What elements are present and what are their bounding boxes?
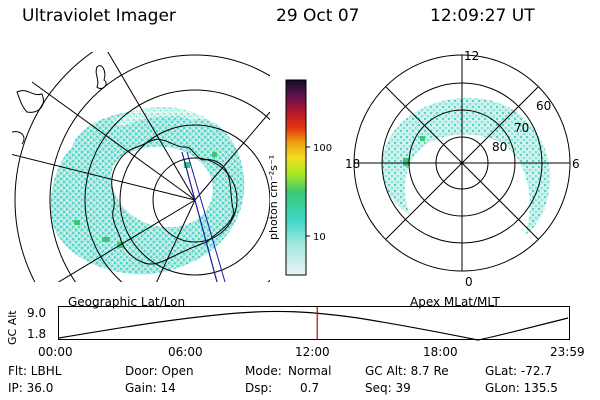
filter-label: Flt: LBHL <box>8 364 62 378</box>
glon-label: GLon: 135.5 <box>485 381 558 395</box>
mlt-label-0: 0 <box>465 275 473 289</box>
instrument-title: Ultraviolet Imager <box>22 6 176 26</box>
altitude-curve <box>58 310 569 341</box>
geo-caption: Geographic Lat/Lon <box>68 295 186 309</box>
satellite-track <box>181 151 218 282</box>
dsp-value: 0.7 <box>300 381 320 395</box>
aurora-emission-geo <box>50 109 245 275</box>
mlt-label-18: 18 <box>345 157 360 171</box>
antarctica-coastline <box>111 138 235 265</box>
date-label: 29 Oct 07 <box>276 6 360 26</box>
ip-label: IP: 36.0 <box>8 381 54 395</box>
colorbar-tick-10: 10 <box>313 232 326 243</box>
time-tick-1200: 12:00 <box>295 345 330 359</box>
colorbar: 100 10 photon cm⁻²s⁻¹ <box>267 79 332 276</box>
altitude-ytick-high: 9.0 <box>27 306 47 320</box>
time-tick-2359: 23:59 <box>550 345 585 359</box>
aurora-emission-apex <box>381 97 551 235</box>
mode-value: Normal <box>288 364 332 378</box>
altitude-plot <box>58 306 570 341</box>
colorbar-unit-label: photon cm⁻²s⁻¹ <box>267 155 280 240</box>
time-tick-1800: 18:00 <box>423 345 458 359</box>
mlat-label-80: 80 <box>492 140 507 154</box>
altitude-ylabel: GC Alt <box>6 310 19 345</box>
gc-alt-label: GC Alt: 8.7 Re <box>365 364 449 378</box>
seq-label: Seq: 39 <box>365 381 411 395</box>
mlat-label-70: 70 <box>514 121 529 135</box>
time-tick-0000: 00:00 <box>38 345 73 359</box>
mlt-label-12: 12 <box>464 49 479 63</box>
dsp-label: Dsp: <box>245 381 273 395</box>
altitude-ytick-low: 1.8 <box>27 327 47 341</box>
time-tick-0600: 06:00 <box>168 345 203 359</box>
apex-polar-panel: 12 18 6 0 60 70 80 <box>345 49 580 289</box>
door-label: Door: Open <box>125 364 194 378</box>
time-label: 12:09:27 UT <box>430 6 535 26</box>
colorbar-tick-100: 100 <box>313 143 332 154</box>
mlat-label-60: 60 <box>536 99 551 113</box>
glat-label: GLat: -72.7 <box>485 364 552 378</box>
apex-caption: Apex MLat/MLT <box>410 295 500 309</box>
mlt-label-6: 6 <box>572 157 580 171</box>
gain-label: Gain: 14 <box>125 381 176 395</box>
mode-label: Mode: <box>245 364 282 378</box>
geographic-map-panel <box>12 52 270 282</box>
